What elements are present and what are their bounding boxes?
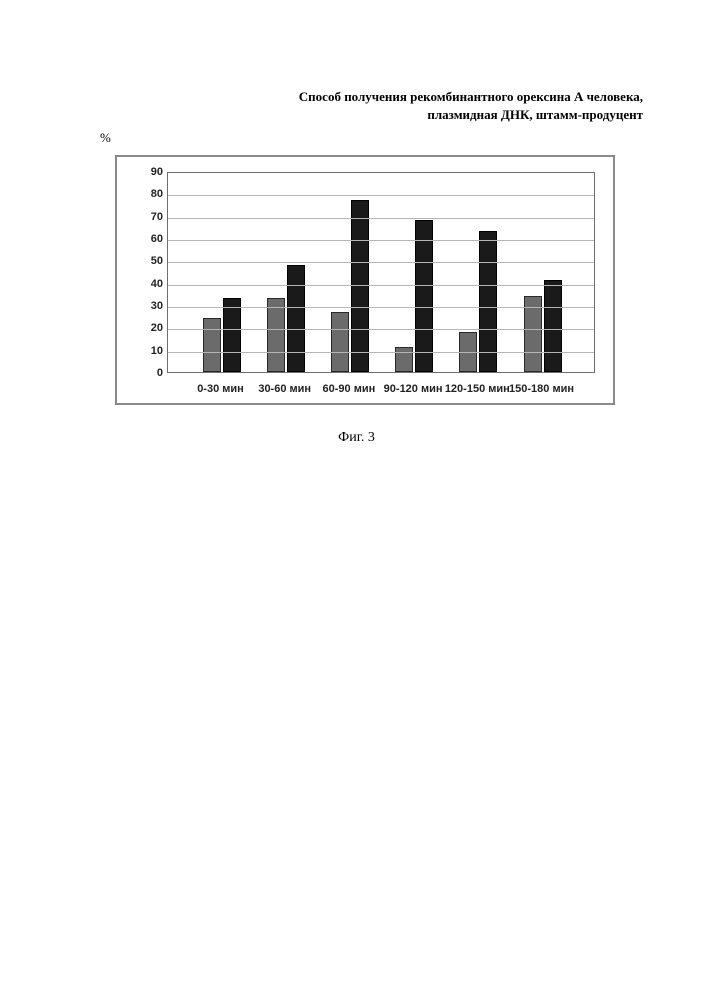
y-tick-label: 30 [137,300,163,312]
gridline [168,262,594,263]
bar [544,280,562,372]
gridline [168,329,594,330]
x-tick-label: 120-150 мин [445,383,510,395]
bar [267,298,285,372]
x-tick-label: 0-30 мин [197,383,244,395]
gridline [168,352,594,353]
y-tick-label: 40 [137,278,163,290]
gridline [168,307,594,308]
bars-layer [168,173,594,372]
gridline [168,285,594,286]
y-tick-label: 80 [137,188,163,200]
figure-caption: Фиг. 3 [0,430,713,446]
y-tick-label: 50 [137,255,163,267]
title-line-1: Способ получения рекомбинантного орексин… [299,89,643,104]
y-tick-label: 70 [137,211,163,223]
x-tick-label: 150-180 мин [509,383,574,395]
bar [223,298,241,372]
x-tick-label: 90-120 мин [384,383,443,395]
bar [331,312,349,372]
gridline [168,240,594,241]
x-tick-label: 60-90 мин [323,383,376,395]
bar-chart: 0 10 20 30 40 50 60 70 80 90 0-30 мин 30-60 мин 60-9… [115,155,615,405]
y-tick-label: 0 [137,367,163,379]
y-axis-unit: % [100,130,111,146]
bar [351,200,369,372]
y-tick-label: 10 [137,345,163,357]
page-title: Способ получения рекомбинантного орексин… [100,88,643,123]
x-tick-label: 30-60 мин [258,383,311,395]
y-tick-label: 90 [137,166,163,178]
bar [415,220,433,372]
bar [203,318,221,372]
gridline [168,218,594,219]
gridline [168,195,594,196]
plot-area [167,172,595,373]
y-tick-label: 60 [137,233,163,245]
title-line-2: плазмидная ДНК, штамм-продуцент [427,107,643,122]
bar [287,265,305,372]
y-tick-label: 20 [137,322,163,334]
